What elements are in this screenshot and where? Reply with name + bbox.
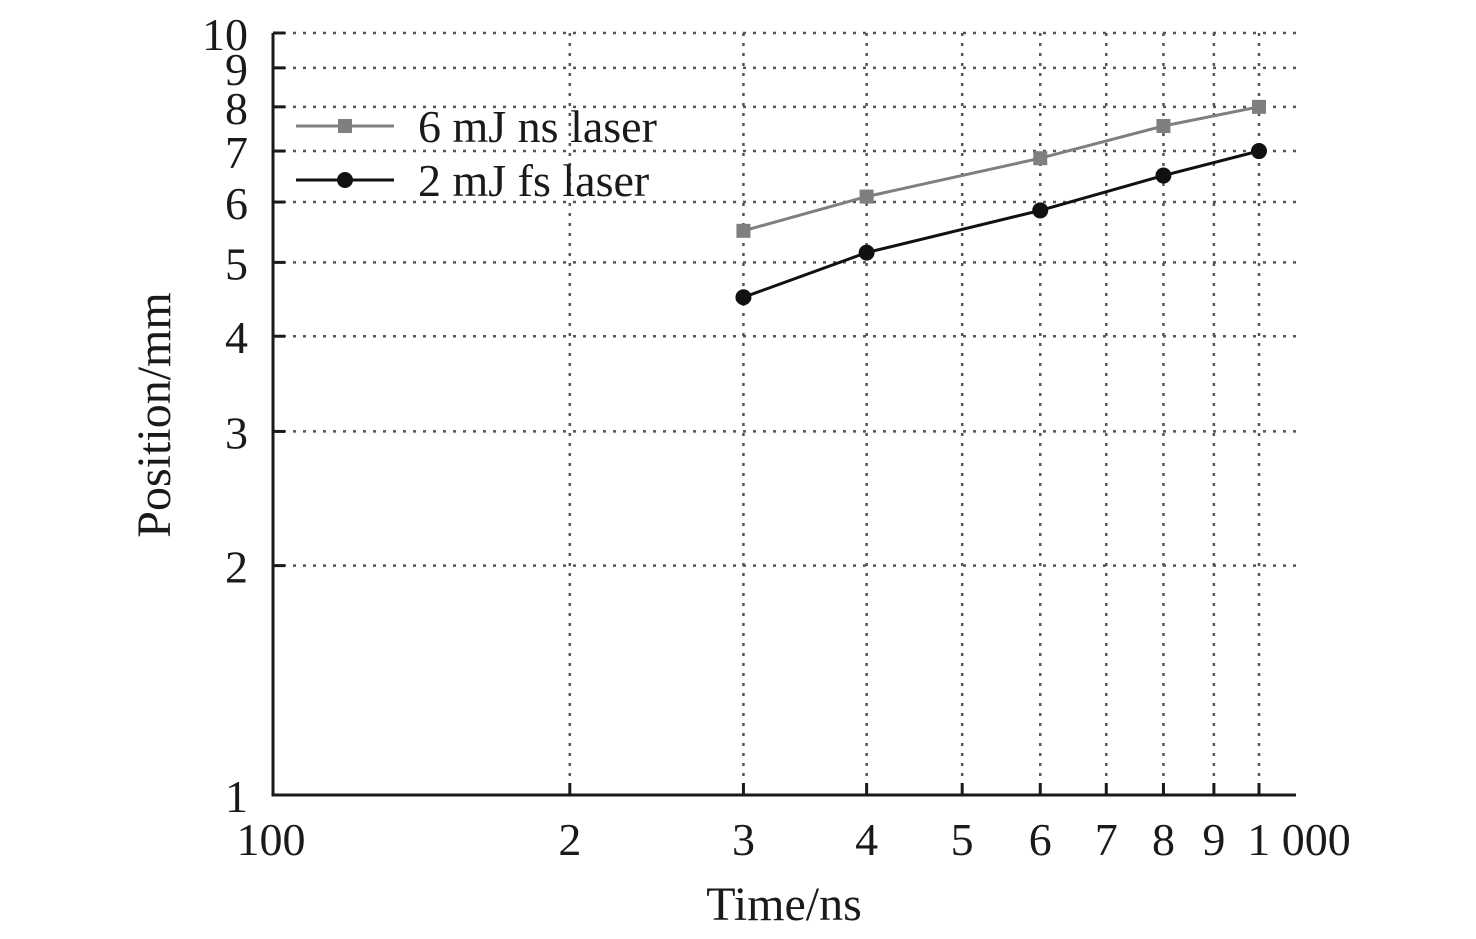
y-tick-label: 3 bbox=[225, 407, 248, 458]
series-2-mj-fs-laser bbox=[735, 143, 1267, 306]
data-point bbox=[1155, 167, 1172, 184]
y-tick-label: 10 bbox=[202, 9, 248, 60]
legend-item-6-mj-ns-laser: 6 mJ ns laser bbox=[296, 101, 657, 152]
legend-label: 2 mJ fs laser bbox=[418, 155, 649, 206]
data-point bbox=[1251, 143, 1267, 160]
y-tick-label: 4 bbox=[225, 312, 248, 363]
axes bbox=[271, 33, 1296, 797]
data-point bbox=[1033, 151, 1048, 166]
legend-marker bbox=[338, 119, 352, 133]
x-tick-label: 100 bbox=[237, 814, 306, 865]
data-point bbox=[735, 289, 752, 306]
y-tick-label: 1 bbox=[225, 771, 248, 822]
grid bbox=[273, 31, 1296, 795]
y-tick-label: 9 bbox=[225, 44, 248, 95]
x-tick-label: 5 bbox=[951, 814, 974, 865]
data-point bbox=[859, 189, 874, 204]
data-point bbox=[1252, 99, 1266, 114]
y-tick-label: 5 bbox=[225, 238, 248, 289]
y-tick-label: 8 bbox=[225, 83, 248, 134]
y-tick-label: 7 bbox=[225, 127, 248, 178]
x-tick-label: 2 bbox=[558, 814, 581, 865]
x-tick-label: 9 bbox=[1202, 814, 1225, 865]
x-tick-label: 1 000 bbox=[1247, 814, 1351, 865]
legend-item-2-mj-fs-laser: 2 mJ fs laser bbox=[296, 155, 649, 206]
x-tick-label: 7 bbox=[1095, 814, 1118, 865]
data-point bbox=[736, 223, 751, 238]
legend-label: 6 mJ ns laser bbox=[418, 101, 657, 152]
x-tick-label: 3 bbox=[732, 814, 755, 865]
series bbox=[735, 99, 1267, 306]
series-6-mj-ns-laser bbox=[736, 99, 1266, 238]
x-axis-title: Time/ns bbox=[706, 878, 862, 931]
y-axis-title: Position/mm bbox=[128, 292, 181, 537]
series-line-2-mj-fs-laser bbox=[742, 149, 1260, 299]
y-tick-label: 6 bbox=[225, 178, 248, 229]
data-point bbox=[1032, 202, 1049, 219]
legend-marker bbox=[337, 172, 353, 188]
x-tick-label: 6 bbox=[1029, 814, 1052, 865]
data-point bbox=[1156, 119, 1171, 134]
x-tick-label: 8 bbox=[1152, 814, 1175, 865]
data-point bbox=[858, 244, 875, 261]
y-tick-label: 2 bbox=[225, 542, 248, 593]
x-tick-label: 4 bbox=[855, 814, 878, 865]
series-line-6-mj-ns-laser bbox=[742, 105, 1260, 233]
